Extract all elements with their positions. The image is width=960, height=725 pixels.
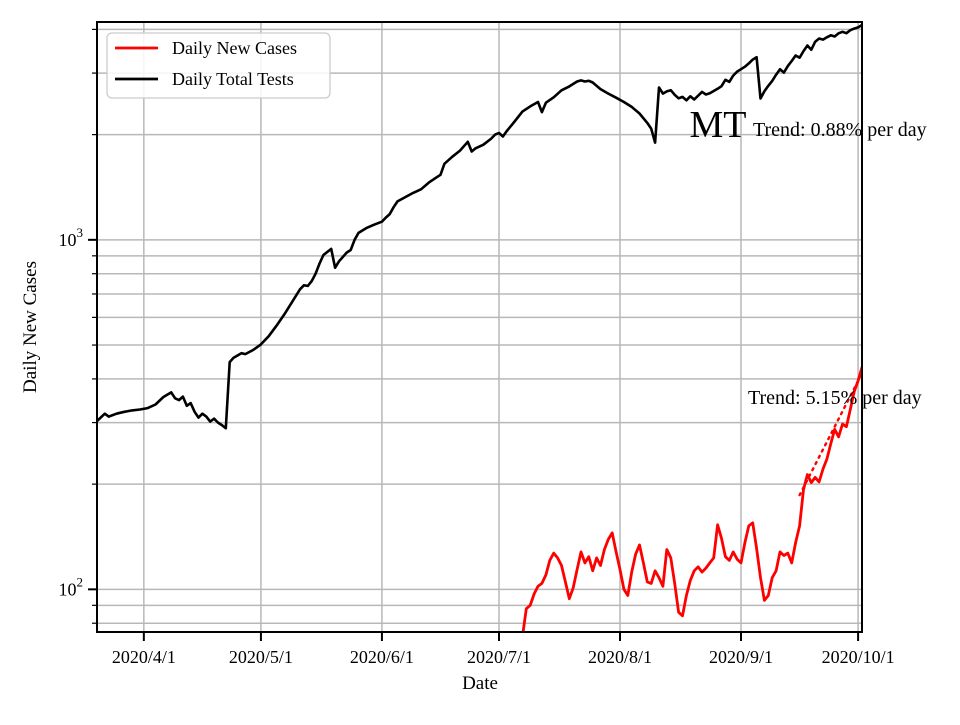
series-cases-trend-5-15-day- xyxy=(798,372,862,497)
series-daily-total-tests xyxy=(97,23,862,430)
plot-spines xyxy=(96,21,863,633)
legend-label-daily-total-tests: Daily Total Tests xyxy=(172,69,294,89)
x-tick-label: 2020/8/1 xyxy=(588,647,652,667)
x-tick-labels: 2020/4/1 2020/5/1 2020/6/1 2020/7/1 2020/8/1… xyxy=(112,647,895,667)
x-tick-label: 2020/5/1 xyxy=(229,647,293,667)
legend-item-daily-total-tests: Daily Total Tests xyxy=(115,69,294,89)
legend-box xyxy=(106,32,331,99)
series-lines xyxy=(97,23,862,632)
x-tick-label: 2020/7/1 xyxy=(467,647,531,667)
y-tick-labels: 102 103 xyxy=(59,225,84,600)
tests-trend-annotation: Trend: 0.88% per day xyxy=(753,119,927,141)
y-tick-label: 102 xyxy=(59,574,84,599)
plot-area xyxy=(97,22,862,632)
legend-item-daily-new-cases: Daily New Cases xyxy=(115,38,297,58)
y-tick-label: 103 xyxy=(59,225,84,250)
y-axis-title: Daily New Cases xyxy=(20,261,41,393)
legend: Daily New Cases Daily Total Tests xyxy=(106,32,331,99)
axis-ticks xyxy=(88,28,860,641)
cases-trend-annotation: Trend: 5.15% per day xyxy=(748,387,922,409)
x-tick-label: 2020/10/1 xyxy=(822,647,895,667)
x-tick-label: 2020/4/1 xyxy=(112,647,176,667)
x-tick-label: 2020/9/1 xyxy=(709,647,773,667)
state-code-annotation: MT xyxy=(690,104,747,146)
x-tick-label: 2020/6/1 xyxy=(350,647,414,667)
x-axis-title: Date xyxy=(462,673,498,694)
gridlines xyxy=(97,22,862,632)
legend-label-daily-new-cases: Daily New Cases xyxy=(172,38,297,58)
